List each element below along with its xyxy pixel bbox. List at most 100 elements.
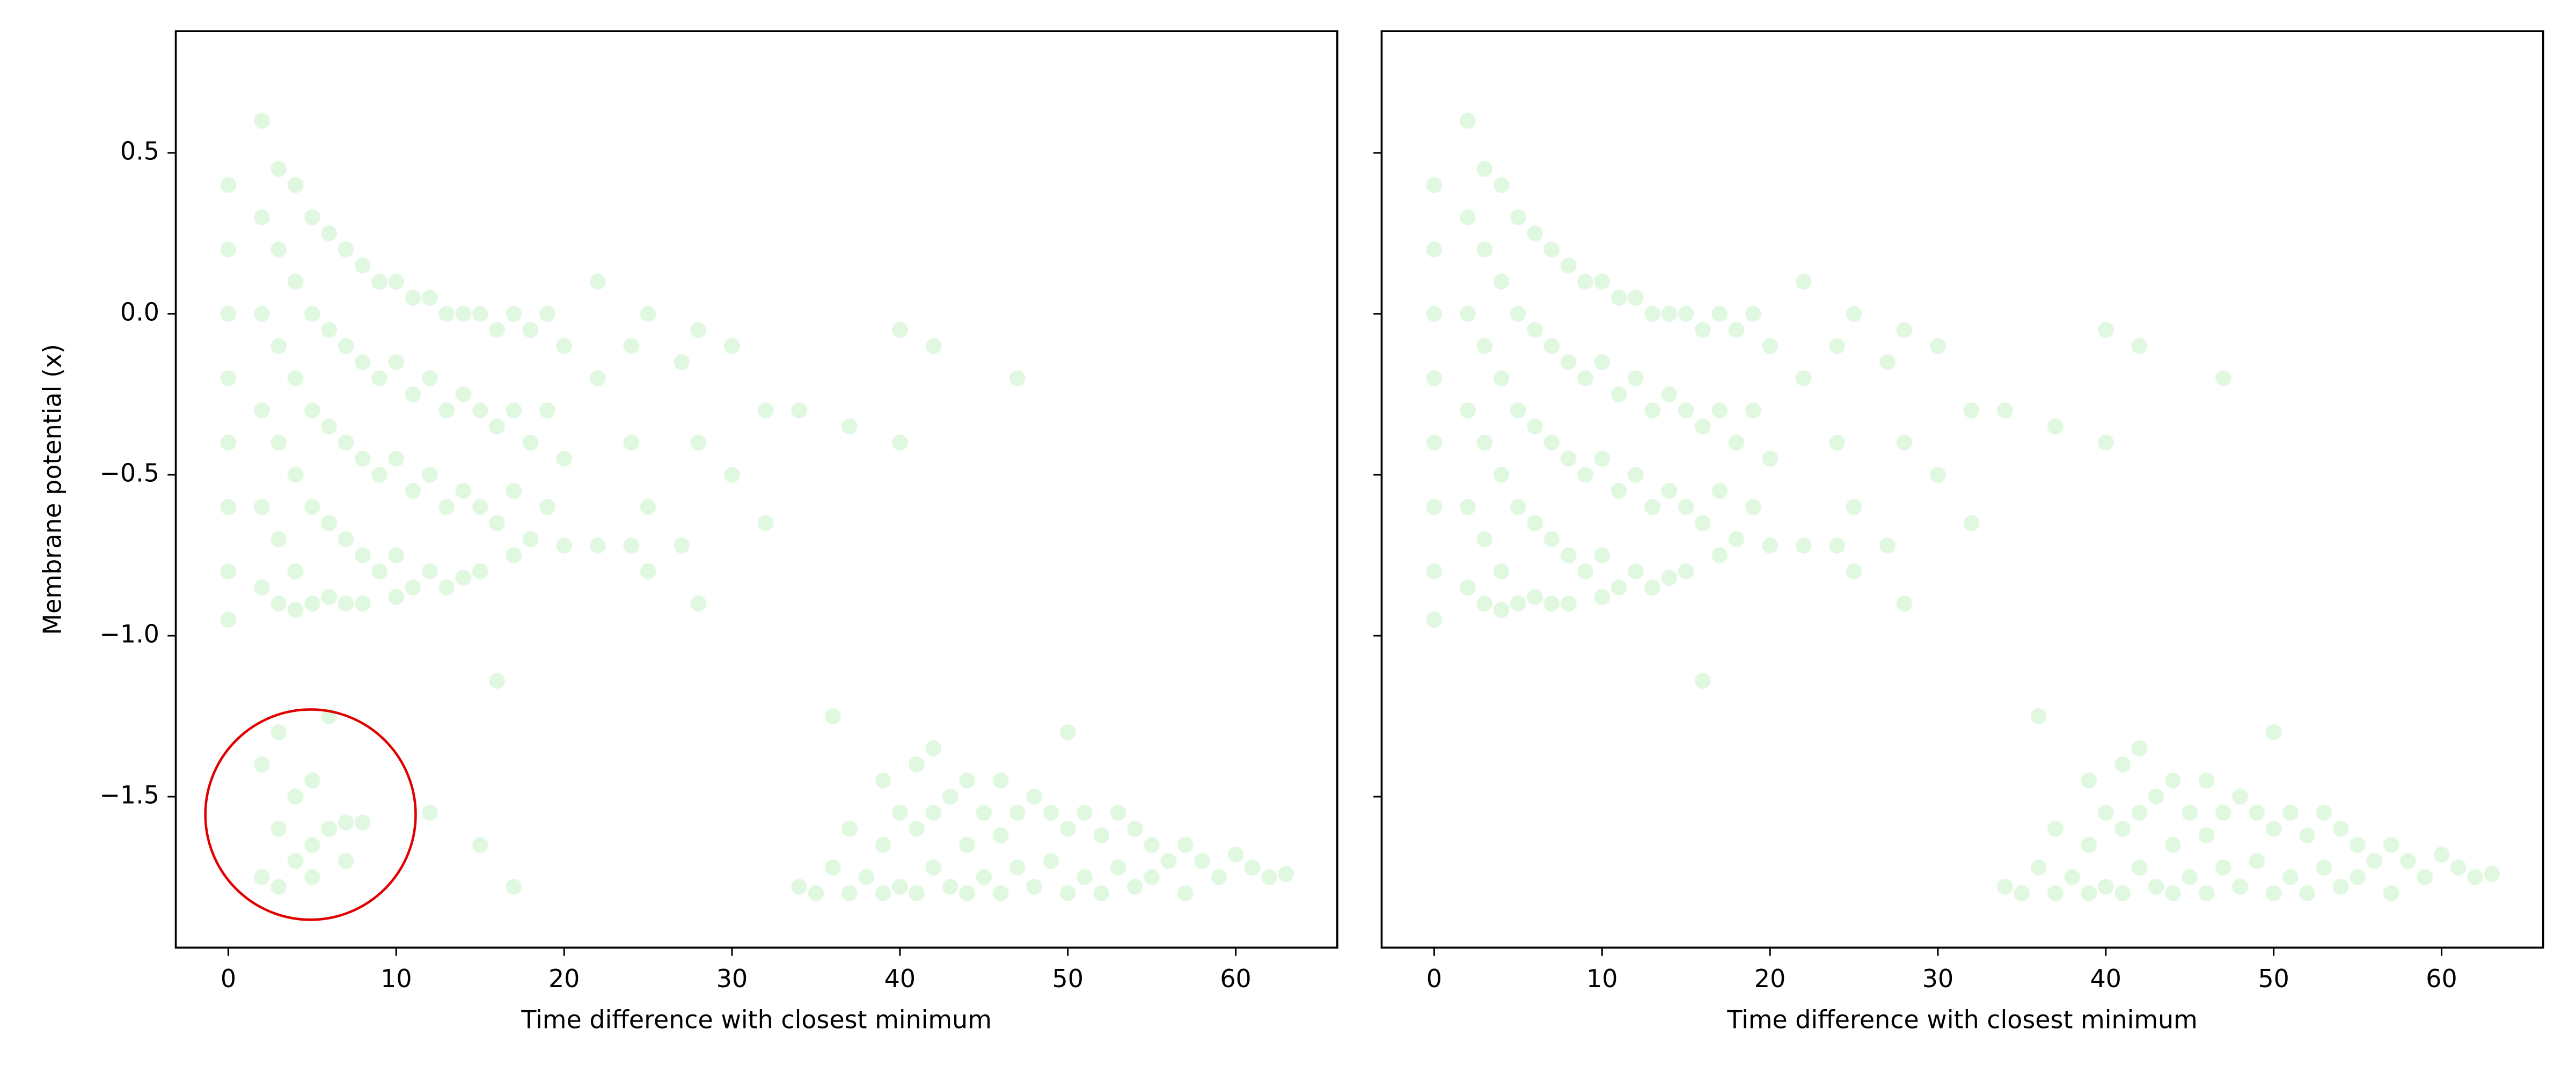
point	[941, 878, 959, 896]
point	[2433, 846, 2450, 864]
point	[2214, 804, 2233, 822]
point	[437, 498, 456, 516]
point	[370, 562, 389, 580]
point	[437, 401, 456, 420]
point	[1059, 884, 1077, 902]
point	[2080, 884, 2098, 902]
point	[2332, 820, 2350, 838]
point	[1677, 562, 1695, 580]
point	[1126, 878, 1144, 896]
point	[2097, 433, 2115, 452]
point	[1576, 466, 1594, 484]
point	[807, 884, 825, 902]
point	[1593, 450, 1611, 468]
point	[2298, 826, 2316, 844]
point	[1492, 562, 1510, 580]
point	[253, 755, 271, 774]
point	[1425, 305, 1443, 323]
point	[2348, 836, 2367, 854]
point	[303, 305, 321, 323]
point	[824, 707, 841, 725]
point	[1728, 433, 1745, 452]
point	[471, 401, 489, 420]
point	[421, 562, 439, 580]
point	[1543, 240, 1561, 259]
point	[1761, 536, 1779, 555]
point	[404, 482, 422, 500]
point	[287, 852, 304, 870]
point	[1109, 804, 1127, 822]
point	[958, 884, 976, 902]
point	[421, 466, 439, 484]
point	[337, 337, 355, 355]
point	[219, 369, 237, 387]
point	[1425, 433, 1443, 452]
point	[975, 804, 993, 822]
point	[1560, 546, 1577, 564]
point	[1008, 804, 1027, 822]
plot-frame	[1380, 30, 2544, 949]
point	[1425, 240, 1443, 259]
point	[437, 305, 456, 323]
point	[1543, 594, 1561, 613]
point	[522, 433, 539, 452]
point	[589, 273, 606, 291]
point	[505, 546, 523, 564]
point	[1845, 498, 1863, 516]
point	[840, 417, 859, 436]
point	[1509, 594, 1527, 613]
point	[1643, 305, 1662, 323]
point	[1543, 337, 1561, 355]
point	[471, 562, 489, 580]
point	[1143, 836, 1161, 854]
x-tick-label: 30	[1922, 964, 1953, 993]
x-tick-label: 60	[1220, 964, 1251, 993]
point	[1543, 530, 1561, 548]
point	[1610, 385, 1628, 403]
point	[253, 868, 271, 886]
point	[2231, 788, 2249, 806]
point	[1476, 433, 1494, 452]
point	[1059, 723, 1077, 741]
point	[471, 498, 489, 516]
point	[1425, 498, 1443, 516]
point	[2265, 884, 2282, 902]
point	[370, 466, 389, 484]
point	[387, 588, 405, 606]
point	[1845, 305, 1863, 323]
point	[908, 755, 926, 774]
point	[538, 401, 557, 420]
point	[270, 723, 288, 741]
point	[1576, 273, 1594, 291]
point	[1878, 536, 1897, 555]
point	[1425, 369, 1443, 387]
point	[219, 433, 237, 452]
point	[1425, 611, 1443, 629]
point	[1963, 514, 1980, 532]
point	[1896, 594, 1913, 613]
point	[270, 240, 288, 259]
point	[337, 852, 355, 870]
point	[2080, 771, 2098, 790]
point	[1509, 401, 1527, 420]
point	[639, 498, 657, 516]
point	[1526, 321, 1544, 339]
point	[2315, 804, 2333, 822]
point	[992, 826, 1009, 844]
point	[1677, 498, 1695, 516]
point	[1560, 256, 1577, 275]
point	[690, 594, 707, 613]
point	[757, 514, 774, 532]
x-tick-label: 10	[380, 964, 412, 993]
point	[488, 417, 506, 436]
point	[1576, 562, 1594, 580]
highlight-circle	[204, 708, 417, 921]
point	[404, 289, 422, 307]
point	[303, 498, 321, 516]
point	[270, 337, 288, 355]
point	[1492, 601, 1510, 619]
point	[1896, 321, 1913, 339]
point	[1677, 305, 1695, 323]
point	[589, 369, 606, 387]
